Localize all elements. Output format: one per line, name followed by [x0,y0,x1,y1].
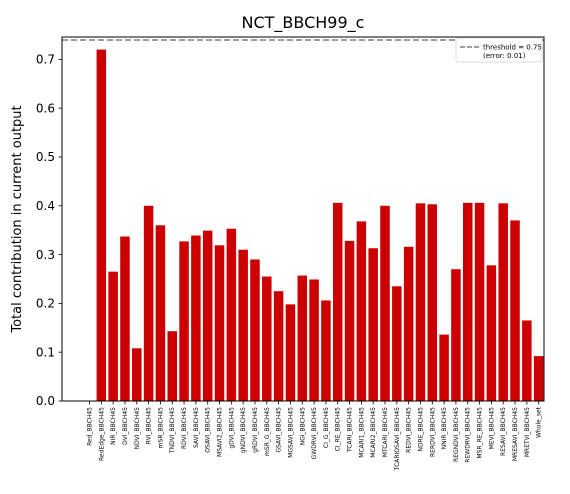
bar [321,300,331,401]
bar [297,275,308,401]
x-tick-label: gNDVI_BBCH45 [240,407,247,453]
x-tick-label: NDVI_BBCH45 [134,407,141,450]
x-tick-label: MRETVI_BBCH45 [524,407,531,457]
x-ticks: Red_BBCH45 RedEdge_BBCH45 NIR_BBCH45 DVI_BB… [87,401,543,471]
x-tick-label: gDVI_BBCH45 [228,407,235,449]
legend: threshold = 0.75 (error: 0.01) [455,37,543,63]
bar [356,221,367,401]
x-tick-label: MSAVI2_BBCH45 [217,407,224,457]
bar [143,205,154,401]
bar [191,235,201,401]
x-tick-label: RESAVI_BBCH45 [500,407,507,456]
bar [486,265,497,401]
x-tick-label: MSR_RE_BBCH45 [477,407,484,459]
bar [415,203,426,401]
x-tick-label: TCARI_BBCH45 [347,407,354,453]
legend-box [455,37,543,63]
y-tick-label: 0.4 [36,199,55,213]
bar [273,291,284,401]
x-tick-label: MGSAVI_BBCH45 [287,407,294,458]
x-tick-label: RVI_BBCH45 [146,407,153,444]
x-tick-label: gRDVI_BBCH45 [252,407,259,453]
bar [214,245,225,401]
bar [285,304,296,401]
y-ticks: 0.0 0.1 0.2 0.3 0.4 0.5 0.6 0.7 [36,53,62,408]
bar [250,259,260,401]
y-tick-label: 0.2 [36,297,55,311]
x-tick-label: DVI_BBCH45 [122,407,129,445]
bar [533,356,544,401]
bar [132,348,142,401]
bar [403,246,414,401]
x-tick-label: GWDRVI_BBCH45 [311,407,318,460]
x-tick-label: TNDVI_BBCH45 [169,407,176,454]
bar [226,228,237,401]
plot-frame [61,36,545,402]
x-tick-label: MEVI_BBCH45 [488,407,495,449]
x-tick-label: RDVI_BBCH45 [181,407,188,449]
x-tick-label: NDRE_BBCH45 [417,407,424,452]
bar [451,269,461,401]
bar [309,279,319,401]
bar [167,331,177,401]
x-tick-label: mSR_BBCH45 [157,407,164,448]
bar [96,49,107,402]
bars [96,49,544,402]
x-tick-label: NGI_BBCH45 [299,407,306,446]
bar [155,225,166,401]
y-axis-label: Total contribution in current output [10,105,25,333]
bar [344,240,355,401]
bar [522,320,532,401]
x-tick-label: MTCARI_BBCH45 [382,407,389,457]
x-tick-label: GSAVI_BBCH45 [276,407,283,453]
bar [427,204,438,401]
x-tick-label: RERDVI_BBCH45 [429,407,436,457]
bar [202,230,213,401]
bar [462,202,473,401]
y-tick-label: 0.0 [36,394,55,408]
x-tick-label: SAVI_BBCH45 [193,407,200,448]
x-tick-label: REDVI_BBCH45 [406,407,413,453]
bar [238,249,248,401]
x-tick-label: CI_G_BBCH45 [323,407,330,448]
x-tick-label: REGNDVI_BBCH45 [453,407,460,462]
x-tick-label: MRESAVI_BBCH45 [512,407,519,461]
y-tick-label: 0.6 [36,101,55,115]
x-tick-label: TCARIOSAVI_BBCH45 [394,407,401,471]
x-tick-label: MCARI1_BBCH45 [358,407,365,458]
x-tick-label: CI_RE_BBCH45 [335,407,342,452]
x-tick-label: NNIR_BBCH45 [441,407,448,450]
bar [380,205,390,401]
y-tick-label: 0.1 [36,345,55,359]
bar [498,203,508,401]
bar [262,276,272,401]
bar [120,236,130,401]
legend-threshold-label: threshold = 0.75 [483,44,542,52]
y-tick-label: 0.7 [36,53,55,67]
bar [108,271,118,401]
x-tick-label: OSAVI_BBCH45 [205,407,212,453]
x-tick-label: Red_BBCH45 [87,407,94,446]
bar [439,334,449,401]
bar [179,241,189,401]
bar [392,286,402,401]
y-tick-label: 0.3 [36,248,55,262]
bar [474,202,485,401]
x-tick-label: RedEdge_BBCH45 [98,407,105,461]
bar [368,248,378,401]
x-tick-label: Whole_set [536,406,543,438]
x-tick-label: mSR_G_BBCH45 [264,407,271,456]
x-tick-label: REWDRVI_BBCH45 [465,407,472,463]
y-tick-label: 0.5 [36,150,55,164]
bar [510,220,520,401]
x-tick-label: MCARI2_BBCH45 [370,407,377,458]
x-tick-label: NIR_BBCH45 [110,407,117,445]
chart-title: NCT_BBCH99_c [242,13,365,33]
legend-threshold-sublabel: (error: 0.01) [483,52,526,60]
bar [332,202,343,401]
